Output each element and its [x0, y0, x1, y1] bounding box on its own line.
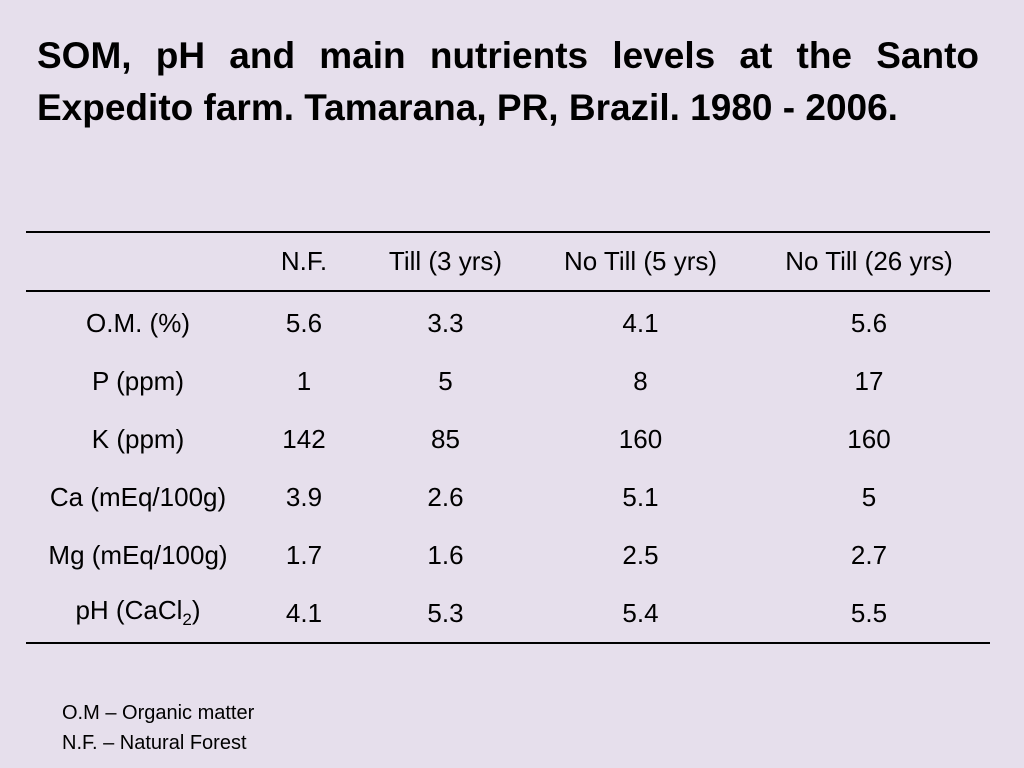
- footnotes: O.M – Organic matter N.F. – Natural Fore…: [62, 698, 254, 758]
- table-cell: 1.6: [427, 539, 464, 570]
- table-row-p: P (ppm) 1 5 8 17: [26, 352, 990, 410]
- nutrients-table: N.F. Till (3 yrs) No Till (5 yrs) No Til…: [26, 231, 990, 644]
- table-row-k: K (ppm) 142 85 160 160: [26, 410, 990, 468]
- row-label: Ca (mEq/100g): [49, 481, 227, 512]
- table-row-ph: pH (CaCl2) 4.1 5.3 5.4 5.5: [26, 584, 990, 643]
- table-cell: 17: [854, 365, 884, 396]
- table-cell: 160: [618, 423, 663, 454]
- table-header-row: N.F. Till (3 yrs) No Till (5 yrs) No Til…: [26, 232, 990, 291]
- table-cell: 160: [847, 423, 891, 454]
- slide-title: SOM, pH and main nutrients levels at the…: [37, 35, 979, 128]
- header-parameter: [26, 232, 250, 291]
- table-row-om: O.M. (%) 5.6 3.3 4.1 5.6: [26, 291, 990, 352]
- row-label: K (ppm): [91, 423, 185, 454]
- header-no-till-5-yrs: No Till (5 yrs): [563, 246, 718, 276]
- row-label-subscript: 2: [182, 610, 192, 630]
- row-label: P (ppm): [92, 365, 184, 396]
- table-cell: 4.1: [285, 597, 323, 628]
- table-cell: 1: [296, 365, 312, 396]
- table-cell: 5.3: [427, 597, 464, 628]
- table-cell: 5.5: [850, 597, 888, 628]
- table-cell: 5: [438, 365, 453, 396]
- table-cell: 5.6: [285, 307, 323, 338]
- table-cell: 142: [282, 423, 326, 454]
- table-cell: 5.4: [622, 597, 659, 628]
- table-row-ca: Ca (mEq/100g) 3.9 2.6 5.1 5: [26, 468, 990, 526]
- header-no-till-26-yrs: No Till (26 yrs): [785, 246, 953, 276]
- row-label-suffix: ): [191, 595, 201, 626]
- table-cell: 85: [431, 423, 460, 454]
- row-label: O.M. (%): [86, 307, 190, 338]
- row-label-text: pH (CaCl: [75, 595, 183, 626]
- table-cell: 5: [861, 481, 877, 512]
- table-cell: 8: [633, 365, 648, 396]
- table-cell: 3.9: [285, 481, 323, 512]
- table-cell: 5.6: [850, 307, 888, 338]
- header-natural-forest: N.F.: [280, 246, 328, 276]
- table-cell: 2.6: [427, 481, 464, 512]
- table-row-mg: Mg (mEq/100g) 1.7 1.6 2.5 2.7: [26, 526, 990, 584]
- header-till-3-yrs: Till (3 yrs): [388, 246, 503, 276]
- footnote-nf: N.F. – Natural Forest: [62, 732, 247, 754]
- table-cell: 2.5: [622, 539, 659, 570]
- table-cell: 4.1: [622, 307, 659, 338]
- row-label: Mg (mEq/100g): [48, 539, 228, 570]
- table-cell: 3.3: [427, 307, 464, 338]
- table-cell: 2.7: [850, 539, 888, 570]
- table-cell: 5.1: [622, 481, 659, 512]
- row-label: pH (CaCl2): [26, 584, 250, 643]
- footnote-om: O.M – Organic matter: [62, 702, 255, 724]
- table-cell: 1.7: [285, 539, 323, 570]
